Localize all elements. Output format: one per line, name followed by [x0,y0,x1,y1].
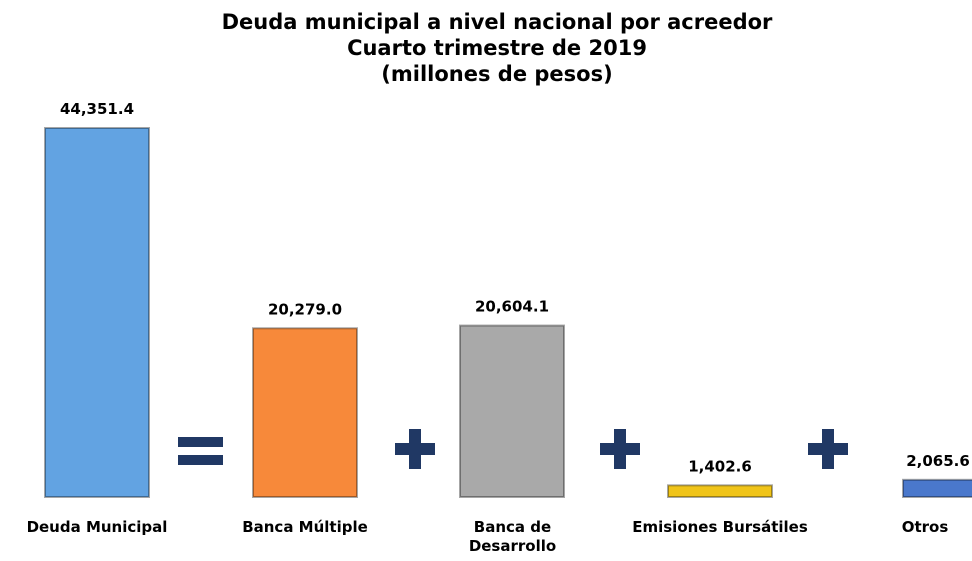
bar [44,127,150,498]
x-tick-label: Banca Múltiple [242,518,368,536]
bar [667,484,773,498]
x-tick-label: Banca de Desarrollo [468,518,557,555]
equals-sign [178,455,223,465]
chart-subtitle: Cuarto trimestre de 2019 [347,36,647,60]
operators [178,429,848,469]
chart-subtitle: (millones de pesos) [381,62,613,86]
plus-sign [822,429,834,469]
bar [252,327,358,498]
data-label: 2,065.6 [906,452,970,470]
equals-sign [178,437,223,447]
x-tick-label: Otros [901,518,949,536]
data-label: 20,279.0 [268,300,342,318]
x-tick-label: Deuda Municipal [26,518,168,536]
data-label: 20,604.1 [475,298,549,316]
bar [459,324,565,499]
plus-sign [614,429,626,469]
x-tick-label: Emisiones Bursátiles [632,518,808,536]
data-label: 44,351.4 [60,100,134,118]
bar [902,478,972,499]
chart-title: Deuda municipal a nivel nacional por acr… [221,10,773,34]
data-label: 1,402.6 [688,457,752,475]
plus-sign [409,429,421,469]
